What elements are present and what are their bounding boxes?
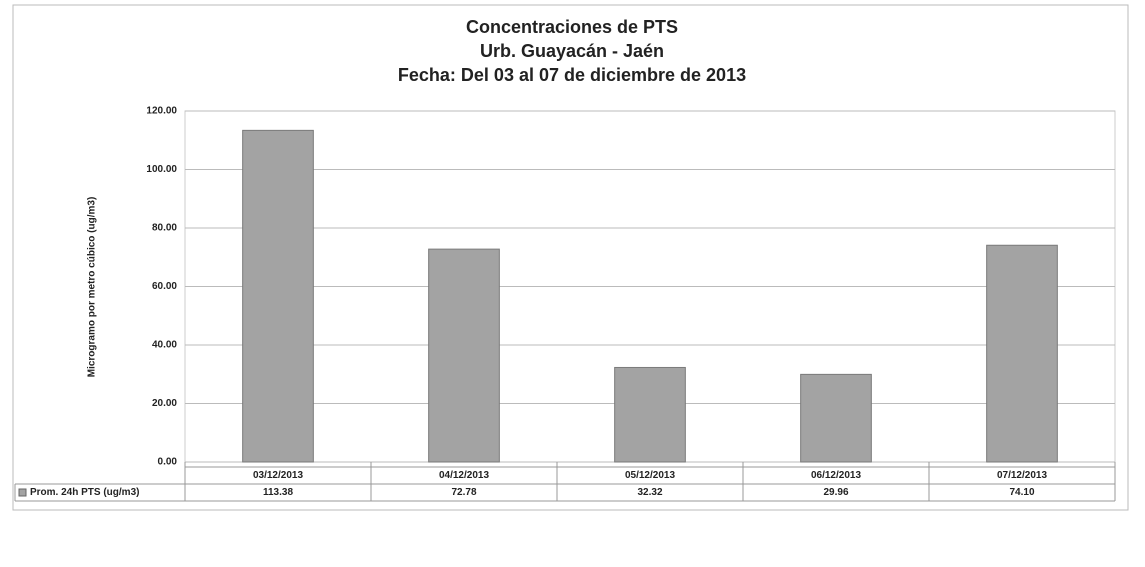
- y-tick-label: 100.00: [146, 164, 177, 175]
- y-tick-label: 40.00: [152, 340, 177, 351]
- y-tick-label: 0.00: [158, 457, 178, 468]
- y-axis-label: Microgramo por metro cúbico (ug/m3): [87, 197, 98, 378]
- x-tick-label: 06/12/2013: [811, 470, 861, 481]
- x-tick-label: 07/12/2013: [997, 470, 1047, 481]
- bar: [800, 373, 872, 463]
- bar: [242, 129, 314, 463]
- bar: [614, 366, 686, 463]
- x-tick-label: 04/12/2013: [439, 470, 489, 481]
- chart-subtitle: Fecha: Del 03 al 07 de diciembre de 2013: [398, 65, 746, 85]
- x-tick-label: 03/12/2013: [253, 470, 303, 481]
- legend-label: Prom. 24h PTS (ug/m3): [30, 487, 139, 498]
- y-tick-label: 20.00: [152, 398, 177, 409]
- y-tick-label: 120.00: [146, 106, 177, 117]
- value-label: 32.32: [637, 487, 662, 498]
- value-label: 74.10: [1009, 487, 1034, 498]
- x-tick-label: 05/12/2013: [625, 470, 675, 481]
- bar: [428, 248, 500, 463]
- y-tick-label: 60.00: [152, 281, 177, 292]
- value-label: 113.38: [263, 487, 293, 498]
- value-label: 72.78: [451, 487, 476, 498]
- chart-title: Concentraciones de PTS: [466, 17, 678, 37]
- bar: [986, 244, 1058, 463]
- legend-swatch: [18, 488, 27, 497]
- chart-frame: [12, 4, 1129, 511]
- value-label: 29.96: [823, 487, 848, 498]
- y-tick-label: 80.00: [152, 223, 177, 234]
- chart-subtitle: Urb. Guayacán - Jaén: [480, 41, 664, 61]
